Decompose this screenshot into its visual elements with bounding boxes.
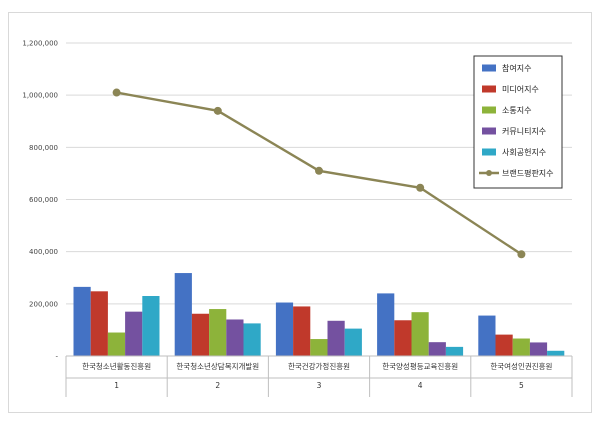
legend-label: 소통지수 (502, 106, 531, 115)
category-label: 한국청소년상담복지개발원 (176, 361, 259, 371)
bar-사회공헌지수 (243, 323, 261, 356)
bar-참여지수 (174, 273, 192, 356)
y-tick-label: 1,000,000 (22, 92, 58, 100)
bar-소통지수 (107, 332, 126, 356)
bar-소통지수 (411, 312, 429, 356)
line-series (112, 88, 526, 259)
y-tick-label: 800,000 (29, 144, 58, 152)
category-label: 한국양성평등교육진흥원 (382, 361, 458, 371)
bar-미디어지수 (90, 291, 108, 356)
legend-label: 커뮤니티지수 (502, 126, 546, 136)
bar-커뮤니티지수 (327, 320, 345, 356)
bar-미디어지수 (495, 334, 513, 356)
bar-커뮤니티지수 (125, 311, 143, 356)
bar-참여지수 (73, 286, 91, 356)
line-point (416, 183, 425, 192)
y-tick-label: 200,000 (29, 300, 58, 308)
bar-커뮤니티지수 (529, 342, 548, 356)
bar-참여지수 (478, 315, 496, 356)
bar-사회공헌지수 (344, 328, 362, 356)
line-point (213, 106, 222, 115)
category-index: 2 (215, 381, 220, 390)
category-index: 4 (418, 381, 423, 390)
bar-사회공헌지수 (142, 296, 160, 356)
category-label: 한국여성인권진흥원 (490, 361, 552, 371)
y-tick-label: 1,200,000 (22, 40, 58, 48)
line-point (517, 250, 526, 259)
bar-소통지수 (512, 338, 530, 356)
legend-swatch (482, 127, 496, 135)
legend-label: 참여지수 (502, 63, 531, 73)
y-tick-label: 600,000 (29, 196, 58, 204)
legend-label: 브랜드평판지수 (502, 168, 554, 178)
legend-swatch (482, 106, 496, 114)
line-point (315, 166, 323, 175)
legend-swatch (482, 148, 496, 156)
bar-사회공헌지수 (445, 346, 464, 356)
bar-커뮤니티지수 (428, 342, 446, 356)
legend-label: 사회공헌지수 (502, 148, 546, 157)
bar-소통지수 (310, 339, 328, 356)
bar-소통지수 (209, 309, 227, 356)
legend-box (473, 55, 563, 189)
bar-참여지수 (377, 293, 395, 356)
bar-커뮤니티지수 (226, 319, 244, 356)
legend-label: 미디어지수 (502, 84, 539, 94)
bar-미디어지수 (191, 313, 210, 356)
bar-미디어지수 (394, 320, 412, 356)
category-index: 1 (114, 381, 119, 390)
category-index: 5 (519, 381, 524, 390)
y-axis: - 200,000 400,000 600,000 800,000 1,000,000 1,… (22, 40, 58, 361)
legend-marker (486, 170, 492, 176)
category-index: 3 (317, 381, 322, 390)
y-tick-label: - (55, 353, 58, 361)
legend-swatch (482, 85, 496, 93)
y-tick-label: 400,000 (29, 248, 58, 256)
line-point (112, 88, 121, 97)
bars (73, 273, 565, 356)
category-label: 한국청소년활동진흥원 (82, 361, 151, 371)
bar-사회공헌지수 (547, 350, 565, 356)
bar-참여지수 (275, 302, 294, 356)
bar-미디어지수 (293, 306, 311, 356)
x-axis: 한국청소년활동진흥원 1 한국청소년상담복지개발원 2 한국건강가정진흥원 3 한국양성평등… (65, 355, 573, 397)
category-label: 한국건강가정진흥원 (288, 361, 350, 371)
legend-swatch (482, 64, 496, 72)
